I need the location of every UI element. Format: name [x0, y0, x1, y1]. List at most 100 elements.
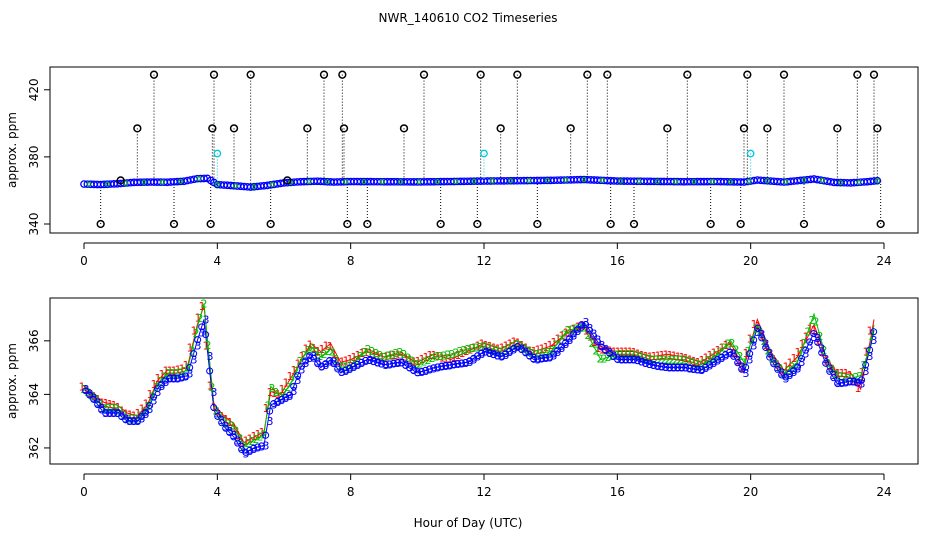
series-1-marker: 1	[147, 388, 154, 401]
series-3-circle	[194, 336, 202, 344]
series-3-circle	[678, 364, 686, 372]
series-1-marker: 1	[119, 405, 126, 418]
series-2-marker: 2	[217, 410, 224, 423]
flagged-point	[399, 124, 409, 133]
series-3-circle	[486, 349, 494, 357]
flagged-point	[736, 219, 745, 229]
series-3-marker: 3	[511, 344, 518, 357]
series-1-marker: 1	[851, 376, 858, 389]
series-3-circle	[646, 361, 654, 369]
series-2-marker: 2	[757, 325, 764, 338]
co2-point-level2	[251, 184, 257, 190]
bottom-data-marks: 1111111111111111111111111111111111111111…	[79, 297, 878, 460]
series-2-marker: 2	[665, 354, 672, 367]
bottom-y-tick-label: 364	[27, 383, 41, 406]
series-1-marker: 1	[299, 350, 306, 363]
series-2-marker: 2	[293, 365, 300, 378]
series-2-marker: 2	[713, 349, 720, 362]
series-2-marker: 2	[737, 350, 744, 363]
flagged-point	[133, 124, 142, 133]
series-1-marker: 1	[451, 351, 458, 364]
series-1-marker: 1	[243, 434, 250, 447]
flagged-point	[663, 124, 672, 133]
series-1-marker: 1	[639, 349, 646, 362]
series-3-circle	[482, 348, 490, 356]
series-3-circle	[670, 364, 678, 372]
series-3-circle	[134, 417, 142, 425]
series-3-circle	[366, 356, 374, 364]
series-3-marker: 3	[755, 326, 762, 339]
series-1-marker: 1	[199, 300, 206, 313]
series-1-marker: 1	[311, 342, 318, 355]
series-1-marker: 1	[171, 364, 178, 377]
series-3-marker: 3	[711, 357, 718, 370]
series-3-circle	[218, 419, 226, 427]
series-3-marker: 3	[751, 340, 758, 353]
series-3-marker: 3	[487, 347, 494, 360]
co2-point-level2	[618, 178, 624, 184]
series-2-marker: 2	[465, 343, 472, 356]
flagged-point	[363, 219, 372, 229]
series-1-marker: 1	[483, 339, 490, 352]
series-1-marker: 1	[375, 350, 382, 363]
series-2-marker: 2	[793, 357, 800, 370]
series-3-circle	[842, 378, 850, 386]
series-3-marker: 3	[191, 353, 198, 366]
series-3-circle	[762, 344, 770, 352]
series-3-marker: 3	[347, 363, 354, 376]
series-2-marker: 2	[333, 353, 340, 366]
series-2-marker: 2	[861, 359, 868, 372]
series-3-marker: 3	[715, 354, 722, 367]
series-2-marker: 2	[765, 345, 772, 358]
series-1-marker: 1	[835, 367, 842, 380]
series-2-marker: 2	[677, 354, 684, 367]
bottom-y-axis-label: approx. ppm	[5, 343, 19, 419]
series-3-marker: 3	[227, 425, 234, 438]
series-3-marker: 3	[731, 348, 738, 361]
series-3-marker: 3	[143, 408, 150, 421]
series-3-marker: 3	[91, 392, 98, 405]
series-2-marker: 2	[433, 351, 440, 364]
series-1-marker: 1	[671, 350, 678, 363]
series-1-marker: 1	[183, 359, 190, 372]
series-1-marker: 1	[187, 342, 194, 355]
series-3-marker: 3	[579, 321, 586, 334]
series-2-marker: 2	[597, 352, 604, 365]
series-2-marker: 2	[421, 356, 428, 369]
series-2-marker: 2	[409, 355, 416, 368]
series-3-marker: 3	[459, 357, 466, 370]
series-1-marker: 1	[595, 342, 602, 355]
series-3-circle	[758, 334, 766, 342]
series-1-marker: 1	[275, 388, 282, 401]
series-1-marker: 1	[367, 347, 374, 360]
series-3-circle	[654, 362, 662, 370]
series-2-marker: 2	[297, 355, 304, 368]
series-3-marker: 3	[219, 414, 226, 427]
series-2-marker: 2	[273, 386, 280, 399]
series-1-marker: 1	[719, 342, 726, 355]
series-2-marker: 2	[97, 398, 104, 411]
series-1-marker: 1	[87, 387, 94, 400]
series-2-marker: 2	[165, 367, 172, 380]
series-1-marker: 1	[859, 366, 866, 379]
co2-point-level2	[856, 179, 862, 185]
series-3-circle	[674, 364, 682, 372]
series-3-marker: 3	[727, 347, 734, 360]
flagged-point	[169, 219, 179, 229]
series-2-marker: 2	[617, 348, 624, 361]
series-3-marker: 3	[559, 342, 566, 355]
series-3-circle	[450, 360, 458, 368]
flagged-point	[208, 124, 217, 133]
flagged-point	[496, 124, 505, 133]
series-2-marker: 2	[561, 328, 568, 341]
series-3-marker: 3	[463, 357, 470, 370]
series-3-circle	[202, 331, 210, 339]
series-3-circle	[250, 444, 258, 452]
series-2-marker: 2	[229, 419, 236, 432]
series-3-marker: 3	[675, 362, 682, 375]
series-1-marker: 1	[395, 348, 402, 361]
series-3-circle	[234, 439, 242, 447]
series-1-marker: 1	[643, 350, 650, 363]
flagged-point	[209, 70, 219, 79]
series-2-marker: 2	[537, 347, 544, 360]
